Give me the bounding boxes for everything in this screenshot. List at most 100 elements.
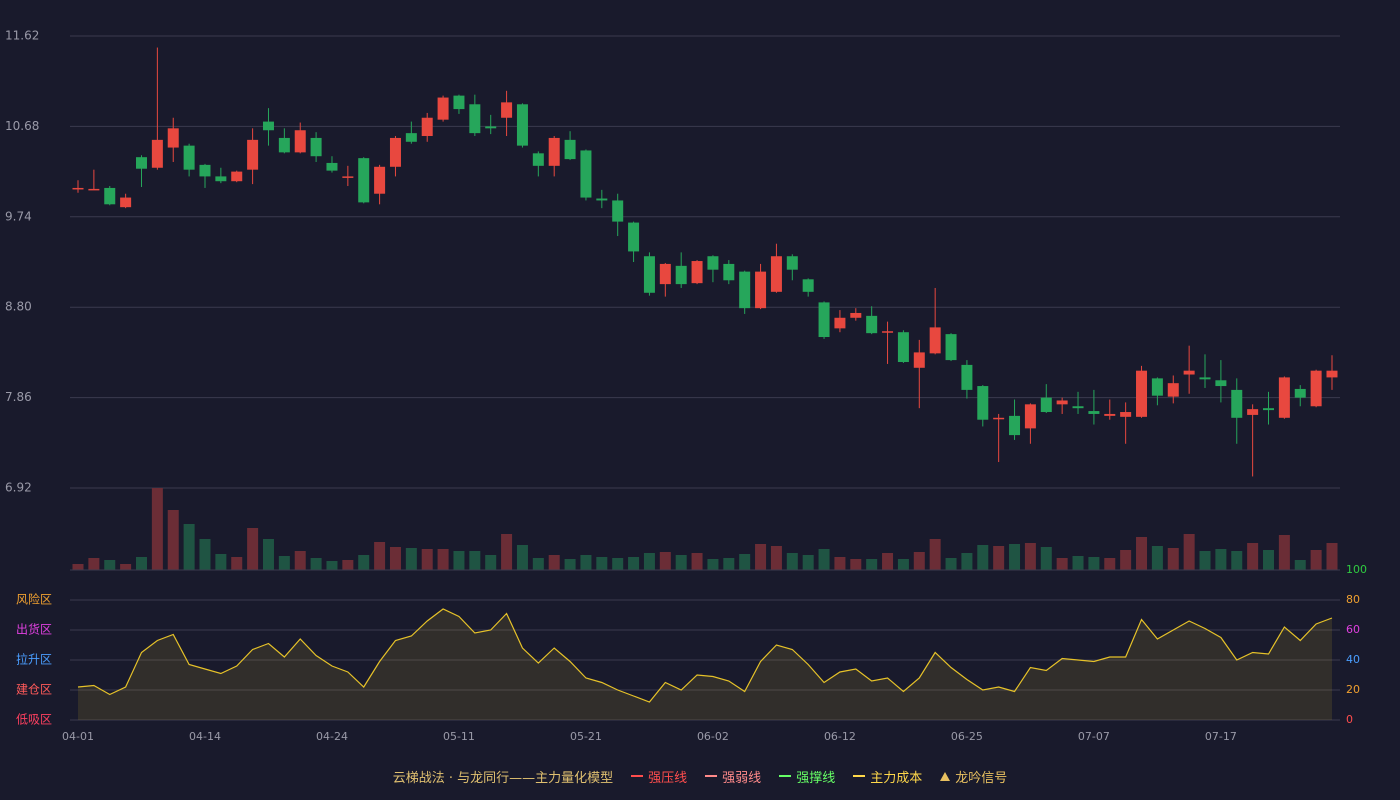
candle-body (342, 176, 354, 178)
candle-body (183, 145, 195, 170)
y-tick-label: 6.92 (5, 481, 32, 495)
legend-item[interactable]: 强压线 (631, 767, 687, 786)
candle-body (1088, 411, 1100, 414)
legend-label: 龙吟信号 (955, 770, 1008, 786)
candle-body (1072, 406, 1084, 409)
legend-label: 强撑线 (796, 770, 836, 786)
volume-bar (628, 557, 640, 570)
volume-bar (1167, 548, 1179, 570)
candle-body (1104, 413, 1116, 416)
legend-label: 强弱线 (722, 770, 762, 786)
line-area (78, 609, 1332, 720)
candle-body (675, 265, 687, 285)
candle-body (262, 121, 274, 131)
volume-bar (596, 557, 608, 570)
volume-bar (1009, 544, 1021, 570)
candle-body (120, 197, 132, 208)
volume-bar (612, 558, 624, 570)
legend-item[interactable]: 强撑线 (779, 767, 835, 786)
candle-body (802, 279, 814, 292)
chart: 11.62 10.68 9.74 8.80 7.86 6.92 04-01 04-14 04-2… (5, 29, 1367, 744)
candle-body (548, 137, 560, 166)
candle-body (691, 261, 703, 284)
volume-bar (1215, 549, 1227, 570)
volume-bar (516, 545, 528, 570)
candle-body (104, 187, 116, 205)
candle-body (850, 312, 862, 318)
y-tick-label: 10.68 (5, 119, 39, 133)
candle-body (596, 198, 608, 201)
volume-bar (120, 564, 132, 570)
candle-body (628, 222, 640, 252)
volume-bar (358, 555, 370, 570)
candle-body (755, 271, 767, 309)
volume-bar (469, 551, 481, 570)
y-tick-label: 0 (1346, 713, 1353, 726)
volume-bar (389, 547, 401, 570)
volume-bar (1294, 560, 1306, 570)
candle-body (247, 139, 259, 170)
candle-body (294, 130, 306, 153)
volume-bar (1231, 551, 1243, 570)
volume-bar (548, 555, 560, 570)
candle-body (358, 158, 370, 203)
candle-body (929, 327, 941, 354)
candle-body (231, 171, 243, 182)
x-tick-label: 04-01 (62, 730, 94, 743)
candle-body (453, 95, 465, 110)
legend-swatch (779, 775, 792, 777)
candle-body (818, 302, 830, 338)
candle-body (1247, 409, 1259, 415)
volume-bar (1151, 546, 1163, 570)
candle-body (897, 332, 909, 363)
volume-bar (421, 549, 433, 570)
volume-bar (1120, 550, 1132, 570)
volume-bar (945, 558, 957, 570)
candle-body (739, 271, 751, 309)
candle-body (310, 137, 322, 157)
volume-bar (215, 554, 227, 570)
x-tick-label: 06-12 (824, 730, 856, 743)
volume-bar (786, 553, 798, 570)
candle-body (945, 334, 957, 361)
volume-bar (1136, 537, 1148, 570)
legend-title: 云梯战法 · 与龙同行——主力量化模型 (392, 770, 614, 786)
volume-bar (770, 546, 782, 570)
candle-body (913, 352, 925, 368)
candle-body (1009, 415, 1021, 436)
volume-bar (1088, 557, 1100, 570)
volume-bar (866, 559, 878, 570)
legend-swatch (853, 775, 866, 777)
legend-swatch (631, 775, 644, 777)
volume-bar (1056, 558, 1068, 570)
volume-bar (913, 552, 925, 570)
volume-bar (199, 539, 211, 570)
volume-bar (675, 555, 687, 570)
candle-body (786, 256, 798, 270)
legend-item[interactable]: 龙吟信号 (940, 767, 1007, 786)
volume-bar (755, 544, 767, 570)
candle-body (199, 164, 211, 177)
candle-body (389, 137, 401, 167)
volume-bar (659, 552, 671, 570)
candle-body (72, 187, 84, 190)
candle-body (1278, 377, 1290, 418)
candle-body (961, 364, 973, 390)
candle-body (1294, 388, 1306, 398)
candle-body (993, 417, 1005, 420)
volume-bar (262, 539, 274, 570)
candle-body (215, 176, 227, 182)
candle-body (326, 162, 338, 171)
volume-bar (374, 542, 386, 570)
candle-body (1215, 380, 1227, 387)
volume-bar (326, 561, 338, 570)
zone-label: 低吸区 (16, 713, 52, 727)
legend-item[interactable]: 主力成本 (853, 767, 922, 786)
volume-bar (294, 551, 306, 570)
candle-body (1310, 370, 1322, 407)
volume-bar (1104, 558, 1116, 570)
legend-item[interactable]: 强弱线 (705, 767, 761, 786)
x-tick-label: 05-21 (570, 730, 602, 743)
y-tick-label: 80 (1346, 593, 1360, 606)
legend-swatch (705, 775, 718, 777)
